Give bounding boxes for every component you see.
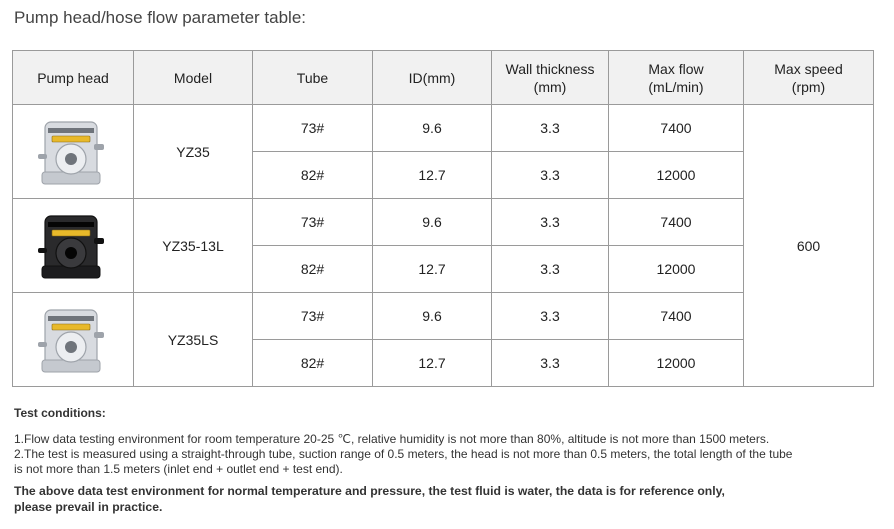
- table-row: 82# 12.7 3.3 12000: [13, 245, 874, 293]
- pump-head-image-cell: [12, 198, 134, 293]
- notes-heading: Test conditions:: [14, 406, 106, 420]
- tube-cell: 73#: [252, 292, 373, 340]
- test-conditions: Test conditions: 1.Flow data testing env…: [14, 406, 874, 515]
- parameter-table: Pump head Model Tube ID(mm) Wall thickne…: [12, 50, 874, 387]
- pump-head-image: [38, 308, 104, 372]
- wall-cell: 3.3: [491, 151, 609, 199]
- table-row: YZ35LS 73# 9.6 3.3 7400: [12, 292, 874, 387]
- id-cell: 9.6: [372, 104, 492, 152]
- wall-cell: 3.3: [491, 245, 609, 293]
- table-row: YZ35 73# 9.6 3.3 7400 600: [12, 104, 874, 387]
- header-id: ID(mm): [372, 50, 492, 105]
- model-cell: YZ35LS: [133, 292, 253, 387]
- id-cell: 12.7: [372, 339, 492, 387]
- pump-head-image: [38, 120, 104, 184]
- header-max-flow: Max flow (mL/min): [608, 50, 744, 105]
- wall-cell: 3.3: [491, 339, 609, 387]
- wall-cell: 3.3: [491, 292, 609, 340]
- model-cell: YZ35-13L: [133, 198, 253, 293]
- pump-head-image: [38, 214, 104, 278]
- pump-head-image-cell: [12, 292, 134, 387]
- header-tube: Tube: [252, 50, 373, 105]
- id-cell: 12.7: [372, 151, 492, 199]
- id-cell: 9.6: [372, 292, 492, 340]
- wall-cell: 3.3: [491, 198, 609, 246]
- table-row: YZ35-13L 73# 9.6 3.3 7400: [12, 198, 874, 293]
- flow-cell: 7400: [608, 104, 744, 152]
- flow-cell: 12000: [608, 245, 744, 293]
- header-wall-thickness: Wall thickness (mm): [491, 50, 609, 105]
- notes-line: 1.Flow data testing environment for room…: [14, 432, 770, 446]
- flow-cell: 12000: [608, 151, 744, 199]
- table-row: 82# 12.7 3.3 12000: [13, 339, 874, 387]
- tube-cell: 82#: [252, 151, 373, 199]
- wall-cell: 3.3: [491, 104, 609, 152]
- pump-head-image-cell: [12, 104, 134, 199]
- tube-cell: 82#: [252, 339, 373, 387]
- id-cell: 9.6: [372, 198, 492, 246]
- notes-disclaimer: The above data test environment for norm…: [14, 484, 725, 514]
- flow-cell: 12000: [608, 339, 744, 387]
- header-model: Model: [133, 50, 253, 105]
- page-title: Pump head/hose flow parameter table:: [14, 8, 307, 27]
- notes-line: 2.The test is measured using a straight-…: [14, 447, 793, 461]
- notes-line: is not more than 1.5 meters (inlet end +…: [14, 462, 343, 476]
- header-row: Pump head Model Tube ID(mm) Wall thickne…: [12, 50, 874, 105]
- max-speed-cell: 600: [743, 104, 874, 387]
- tube-cell: 73#: [252, 104, 373, 152]
- id-cell: 12.7: [372, 245, 492, 293]
- header-pump-head: Pump head: [12, 50, 134, 105]
- flow-cell: 7400: [608, 292, 744, 340]
- tube-cell: 73#: [252, 198, 373, 246]
- model-cell: YZ35: [133, 104, 253, 199]
- table-row: 82# 12.7 3.3 12000: [13, 151, 874, 199]
- header-max-speed: Max speed (rpm): [743, 50, 874, 105]
- tube-cell: 82#: [252, 245, 373, 293]
- flow-cell: 7400: [608, 198, 744, 246]
